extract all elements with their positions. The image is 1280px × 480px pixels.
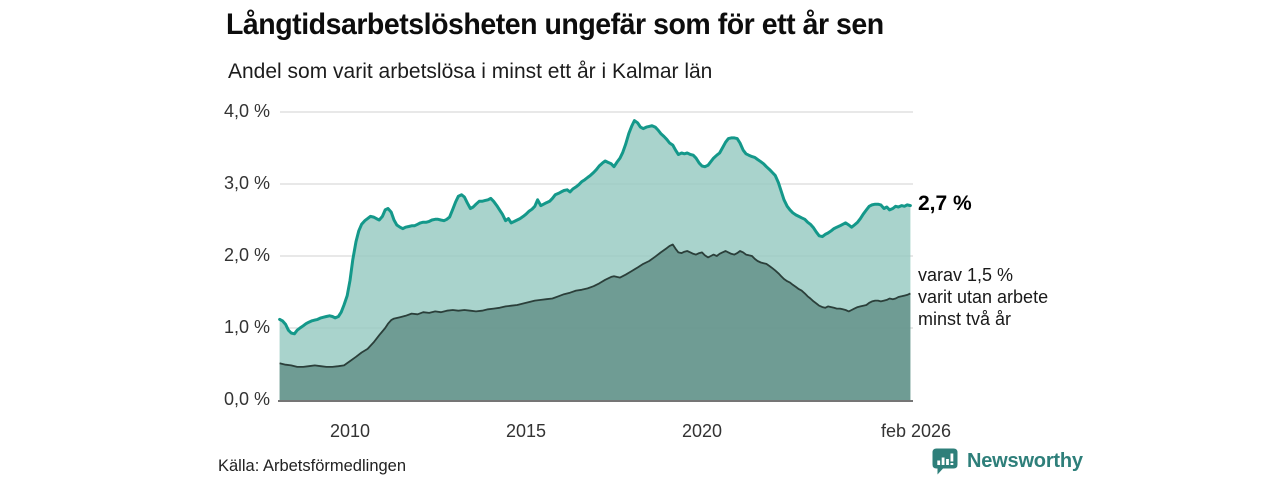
source-citation: Källa: Arbetsförmedlingen: [218, 457, 407, 475]
newsworthy-speech-bubble-chart-icon: [932, 448, 958, 475]
subset-series-area: [279, 244, 911, 400]
newsworthy-logo: Newsworthy: [932, 448, 1083, 475]
newsworthy-wordmark: Newsworthy: [967, 450, 1083, 472]
page-title: Långtidsarbetslösheten ungefär som för e…: [226, 8, 884, 41]
subset-annotation-line2: varit utan arbete: [918, 287, 1049, 307]
chart-subtitle: Andel som varit arbetslösa i minst ett å…: [228, 60, 713, 83]
total-series-line: [278, 119, 912, 336]
subset-annotation-line3: minst två år: [918, 309, 1012, 329]
subset-series-line: [279, 243, 911, 368]
subset-annotation-line1: varav 1,5 %: [918, 265, 1014, 285]
latest-total-value-label: 2,7 %: [918, 192, 972, 215]
subset-series-annotation: varav 1,5 % varit utan arbete minst två …: [918, 264, 1048, 330]
